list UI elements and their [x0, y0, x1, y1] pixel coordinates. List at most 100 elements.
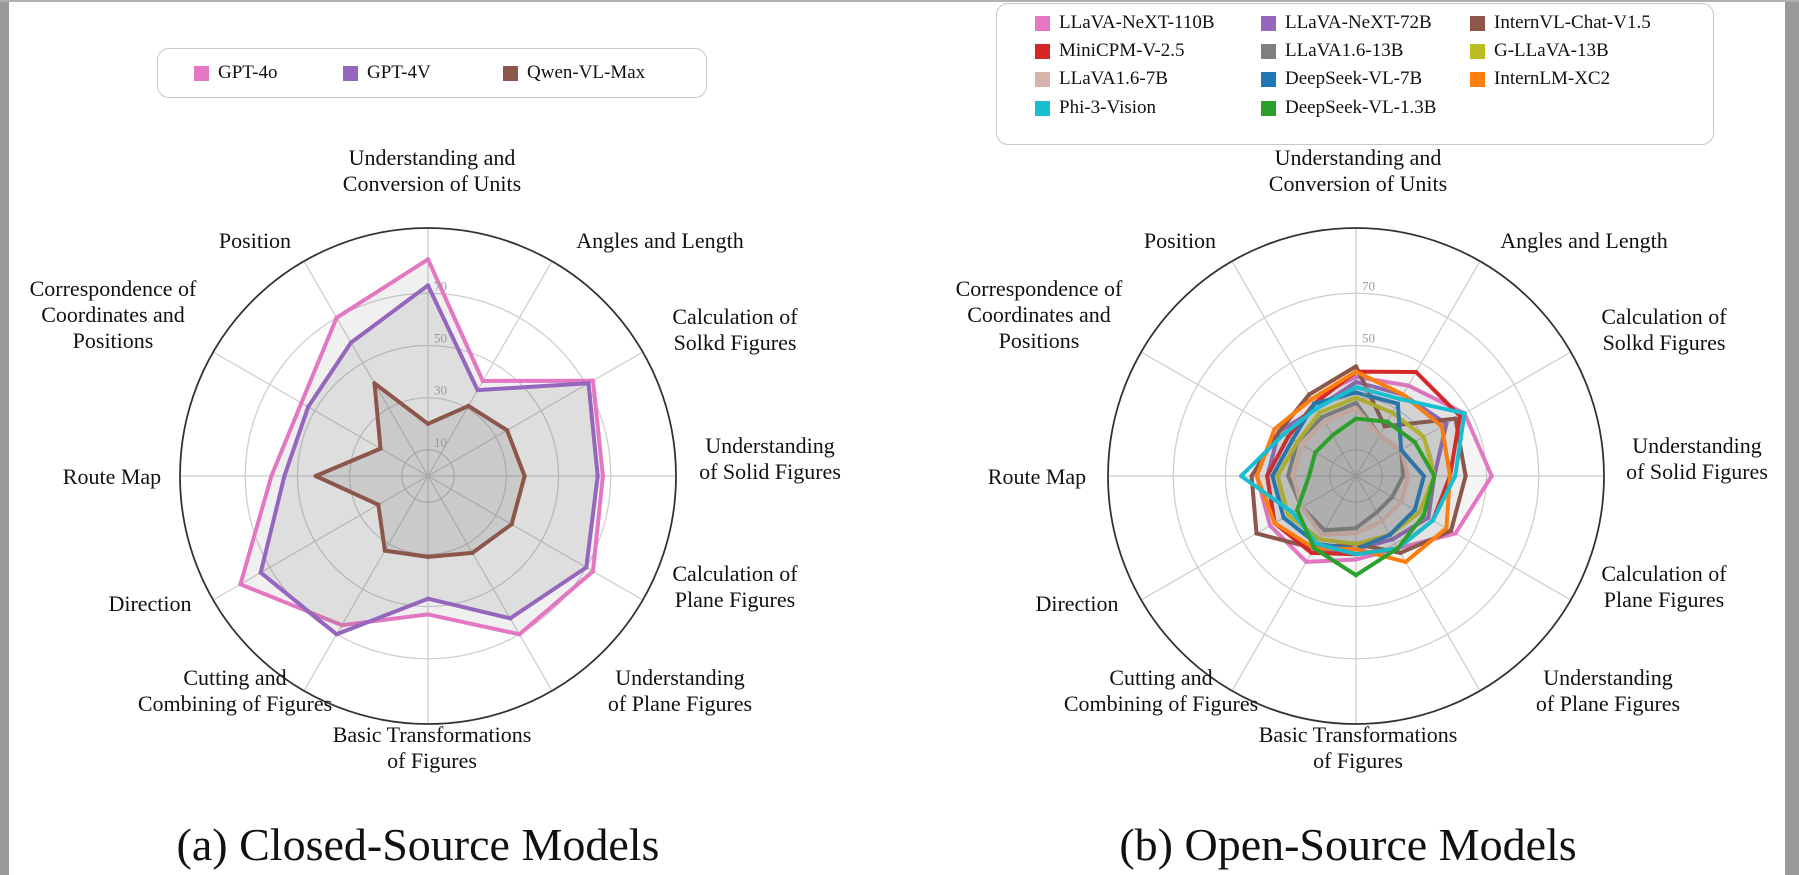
axis-label-plane_calc-line1: Calculation of	[672, 561, 798, 586]
point-gpt-4o-understanding-and-conversion-of-units	[425, 257, 431, 262]
legend-label-minicpm-v-2-5: MiniCPM-V-2.5	[1059, 40, 1185, 61]
point-internvl-chat-v1-5-angles-and-length	[1382, 424, 1387, 429]
legend-item-g-llava-13b: G-LLaVA-13B	[1470, 40, 1609, 62]
legend-swatch-deepseek-vl-1-3b	[1261, 100, 1276, 116]
point-g-llava-13b-route-map	[1275, 473, 1280, 479]
point-qwen-vl-max-direction	[376, 502, 381, 507]
axis-label-solid_und-line1: Understanding	[1632, 433, 1762, 458]
axis-label-plane_calc-line2: Plane Figures	[1604, 587, 1724, 612]
point-internvl-chat-v1-5-understanding-and-conversion-of-units	[1353, 364, 1359, 369]
axis-label-units-line1: Understanding and	[349, 145, 516, 170]
point-g-llava-13b-direction	[1286, 513, 1291, 518]
legend-swatch-internvl-chat-v1-5	[1470, 15, 1485, 31]
axis-label-plane_und-line1: Understanding	[615, 665, 745, 690]
point-deepseek-vl-1-3b-understanding-of-plane-figures	[1395, 546, 1401, 551]
point-deepseek-vl-1-3b-calculation-of-plane-figures	[1421, 513, 1427, 518]
point-llava1-6-13b-route-map	[1285, 473, 1291, 479]
point-phi-3-vision-basic-transformations-of-figures	[1353, 552, 1359, 557]
point-deepseek-vl-1-3b-route-map	[1306, 473, 1312, 479]
r-tick-label-30: 30	[1362, 383, 1375, 398]
point-deepseek-vl-7b-calculation-of-plane-figures	[1412, 507, 1418, 513]
point-llava1-6-13b-position	[1319, 415, 1325, 420]
point-deepseek-vl-1-3b-correspondence-of-coordinates-and-positions	[1313, 450, 1318, 455]
point-internvl-chat-v1-5-correspondence-of-coordinates-and-positions	[1276, 429, 1282, 434]
point-internlm-xc2-direction	[1272, 520, 1277, 526]
legend-label-phi-3-vision: Phi-3-Vision	[1059, 97, 1157, 118]
axis-label-route: Route Map	[988, 464, 1086, 489]
legend-item-internvl-chat-v1-5: InternVL-Chat-V1.5	[1470, 12, 1651, 34]
legend-item-qwen-vl-max: Qwen-VL-Max	[503, 62, 645, 84]
axis-label-units-line1: Understanding and	[1275, 145, 1442, 170]
legend-label-g-llava-13b: G-LLaVA-13B	[1494, 40, 1609, 61]
point-llava1-6-13b-calculation-of-plane-figures	[1390, 494, 1395, 500]
point-internlm-xc2-route-map	[1254, 473, 1260, 479]
point-qwen-vl-max-correspondence-of-coordinates-and-positions	[378, 446, 383, 451]
point-phi-3-vision-understanding-of-solid-figures	[1453, 473, 1458, 479]
spoke-position	[1231, 260, 1357, 477]
point-deepseek-vl-1-3b-angles-and-length	[1385, 419, 1390, 424]
point-deepseek-vl-1-3b-cutting-and-combining-of-figures	[1312, 546, 1317, 551]
axis-label-transform-line1: Basic Transformations	[333, 722, 532, 747]
spoke-position	[303, 260, 429, 477]
spoke-understanding-of-plane-figures	[427, 475, 553, 692]
point-deepseek-vl-7b-position	[1312, 401, 1317, 406]
point-gpt-4v-understanding-and-conversion-of-units	[425, 283, 431, 288]
axis-label-position: Position	[1144, 228, 1216, 253]
point-g-llava-13b-correspondence-of-coordinates-and-positions	[1295, 439, 1300, 445]
point-llava1-6-7b-understanding-of-solid-figures	[1406, 473, 1411, 479]
point-g-llava-13b-cutting-and-combining-of-figures	[1317, 537, 1322, 542]
axis-label-coords-line2: Coordinates and	[41, 302, 185, 327]
point-gpt-4v-route-map	[282, 473, 287, 479]
point-gpt-4v-calculation-of-solkd-figures	[586, 381, 591, 386]
r-tick-label-10: 10	[434, 435, 447, 450]
point-gpt-4o-cutting-and-combining-of-figures	[339, 623, 345, 628]
point-llava-next-110b-calculation-of-plane-figures	[1453, 531, 1458, 536]
spoke-correspondence-of-coordinates-and-positions	[212, 351, 429, 477]
point-g-llava-13b-understanding-and-conversion-of-units	[1353, 395, 1359, 400]
point-llava1-6-7b-route-map	[1291, 473, 1296, 479]
point-qwen-vl-max-calculation-of-plane-figures	[509, 522, 514, 527]
axis-label-coords-line3: Positions	[999, 328, 1080, 353]
point-gpt-4v-direction	[258, 570, 263, 575]
point-llava1-6-13b-cutting-and-combining-of-figures	[1322, 528, 1327, 533]
point-qwen-vl-max-understanding-of-plane-figures	[470, 550, 475, 556]
axis-label-solid_und-line2: of Solid Figures	[699, 459, 841, 484]
point-gpt-4o-calculation-of-plane-figures	[590, 569, 596, 574]
legend-swatch-gpt-4o	[194, 65, 209, 81]
point-llava-next-110b-understanding-of-solid-figures	[1489, 473, 1494, 479]
point-gpt-4o-direction	[238, 582, 243, 587]
axis-label-plane_calc-line2: Plane Figures	[675, 587, 795, 612]
point-internlm-xc2-understanding-and-conversion-of-units	[1353, 369, 1359, 374]
point-gpt-4v-understanding-of-solid-figures	[595, 473, 600, 479]
point-llava-next-110b-angles-and-length	[1406, 383, 1411, 388]
legend-item-llava-next-110b: LLaVA-NeXT-110B	[1035, 12, 1215, 34]
legend-swatch-internlm-xc2	[1470, 71, 1485, 87]
point-minicpm-v-2-5-route-map	[1265, 473, 1270, 479]
point-deepseek-vl-1-3b-understanding-of-solid-figures	[1432, 473, 1437, 479]
axis-label-coords-line2: Coordinates and	[967, 302, 1111, 327]
legend-item-internlm-xc2: InternLM-XC2	[1470, 68, 1610, 90]
axis-label-transform-line1: Basic Transformations	[1259, 722, 1458, 747]
axis-label-units-line2: Conversion of Units	[1269, 171, 1447, 196]
legend-item-llava1-6-7b: LLaVA1.6-7B	[1035, 68, 1168, 90]
legend-item-phi-3-vision: Phi-3-Vision	[1035, 97, 1156, 119]
axis-label-coords-line1: Correspondence of	[30, 276, 197, 301]
point-gpt-4o-understanding-of-plane-figures	[517, 632, 522, 637]
spoke-angles-and-length	[1355, 260, 1481, 477]
axis-label-direction: Direction	[108, 591, 191, 616]
left-frame-bar	[0, 0, 9, 875]
point-llava-next-72b-calculation-of-solkd-figures	[1444, 421, 1449, 426]
point-qwen-vl-max-cutting-and-combining-of-figures	[382, 548, 388, 553]
legend-label-qwen-vl-max: Qwen-VL-Max	[527, 62, 646, 83]
point-llava1-6-7b-understanding-of-plane-figures	[1379, 519, 1385, 524]
point-deepseek-vl-7b-understanding-of-solid-figures	[1421, 473, 1427, 479]
axis-label-coords-line1: Correspondence of	[956, 276, 1123, 301]
point-qwen-vl-max-route-map	[313, 473, 318, 479]
point-phi-3-vision-position	[1314, 406, 1320, 411]
point-deepseek-vl-7b-angles-and-length	[1395, 401, 1401, 406]
point-llava1-6-7b-calculation-of-plane-figures	[1399, 499, 1404, 505]
r-tick-label-70: 70	[1362, 278, 1375, 293]
point-deepseek-vl-1-3b-calculation-of-solkd-figures	[1412, 439, 1418, 445]
